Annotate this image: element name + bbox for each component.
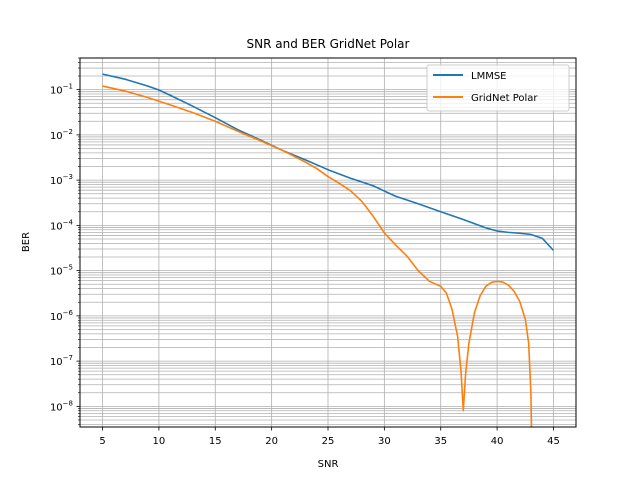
x-axis-label: SNR — [318, 459, 339, 470]
y-tick-label: 10−8 — [50, 399, 73, 413]
y-tick-label: 10−6 — [50, 309, 74, 323]
axis-ticks: 10−8 10−7 10−6 10−5 10−4 10−3 10−2 10−1 5 10 15 20 2… — [50, 57, 560, 447]
x-tick-label: 10 — [153, 436, 166, 447]
legend: LMMSE GridNet Polar — [426, 64, 570, 112]
legend-box — [426, 64, 570, 112]
x-tick-label: 45 — [547, 436, 560, 447]
legend-label-lmmse: LMMSE — [471, 71, 507, 82]
x-tick-label: 5 — [99, 436, 105, 447]
y-tick-label: 10−1 — [50, 83, 73, 97]
x-tick-label: 40 — [491, 436, 504, 447]
x-tick-label: 20 — [265, 436, 278, 447]
series-line-gridnet-polar — [102, 85, 533, 427]
chart-title: SNR and BER GridNet Polar — [247, 37, 410, 51]
x-tick-label: 30 — [378, 436, 391, 447]
x-tick-label: 35 — [434, 436, 447, 447]
y-tick-label: 10−3 — [50, 173, 73, 187]
series-lines — [102, 73, 555, 427]
series-line-lmmse — [102, 73, 555, 251]
x-tick-label: 25 — [322, 436, 335, 447]
legend-label-gridnet-polar: GridNet Polar — [471, 93, 538, 104]
y-tick-label: 10−2 — [50, 128, 73, 142]
y-tick-label: 10−4 — [50, 218, 74, 232]
y-tick-label: 10−5 — [50, 264, 73, 278]
y-axis-label: BER — [21, 232, 32, 252]
x-tick-label: 15 — [209, 436, 222, 447]
y-tick-label: 10−7 — [50, 354, 73, 368]
